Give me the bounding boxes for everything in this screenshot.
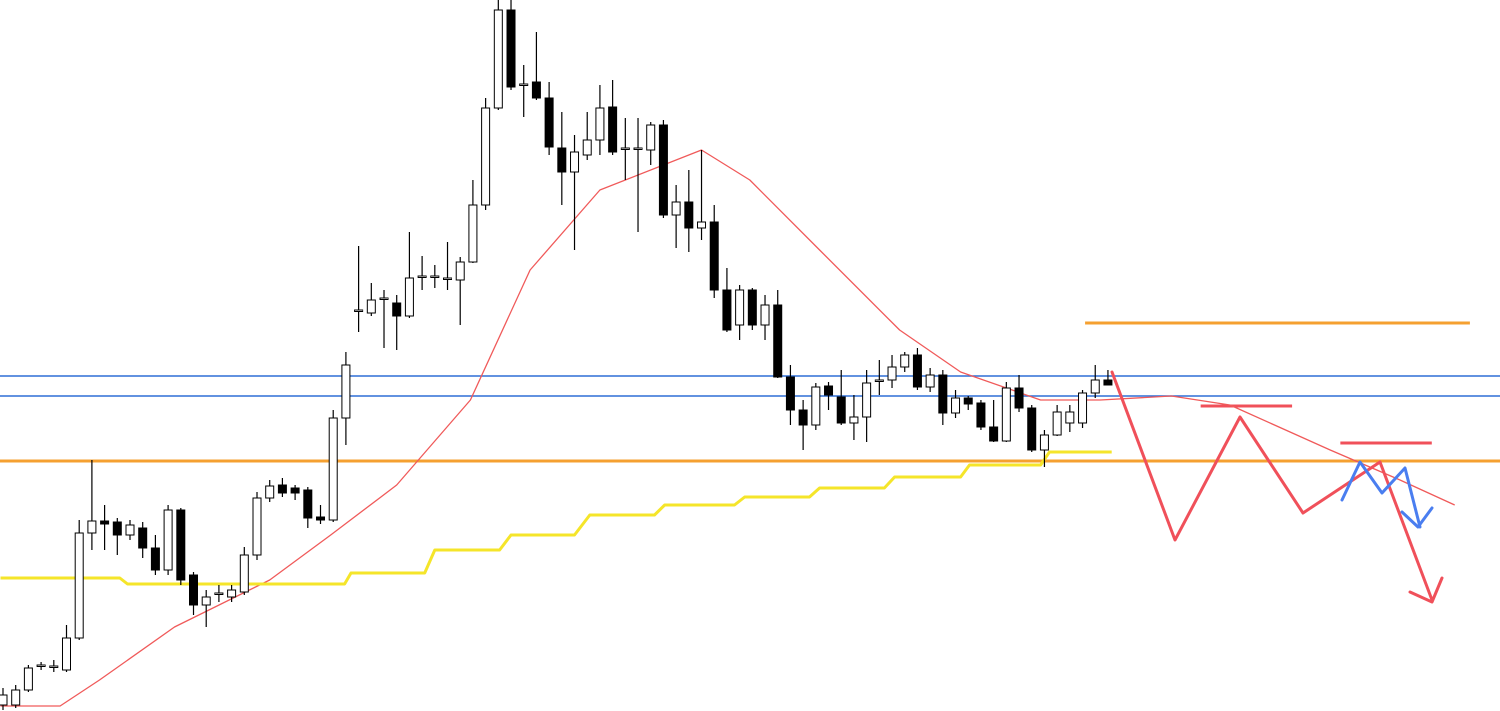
- candle-body: [900, 354, 910, 368]
- candle-body: [862, 382, 872, 418]
- candle-body: [430, 275, 440, 278]
- candle-body: [989, 426, 999, 442]
- candle-body: [252, 497, 262, 556]
- candle-body: [49, 665, 59, 668]
- candle-body: [1078, 392, 1088, 424]
- candle-body: [379, 297, 389, 300]
- candle-body: [531, 81, 541, 99]
- candle-body: [417, 275, 427, 278]
- candle-body: [366, 299, 376, 314]
- candle-body: [671, 201, 681, 216]
- candle-body: [493, 9, 503, 109]
- candle-body: [684, 201, 694, 229]
- candle-body: [887, 366, 897, 381]
- candle-body: [544, 97, 554, 148]
- candle-body: [1090, 379, 1100, 394]
- overlay-line: [0, 149, 1455, 707]
- candle-body: [785, 376, 795, 411]
- candle-body: [303, 489, 313, 519]
- candle-body: [824, 385, 834, 396]
- candle-body: [1103, 379, 1113, 386]
- overlay-line: [0, 450, 1112, 586]
- candle-body: [176, 509, 186, 581]
- candle-body: [608, 106, 618, 153]
- projection-detail: [1340, 460, 1422, 529]
- candle-body: [773, 304, 783, 378]
- candle-body: [354, 309, 364, 312]
- candle-body: [925, 374, 935, 388]
- candle-body: [328, 417, 338, 521]
- candle-body: [874, 379, 884, 382]
- candle-body: [735, 289, 745, 326]
- candle-body: [1001, 387, 1011, 442]
- candle-body: [633, 147, 643, 150]
- candle-body: [836, 396, 846, 424]
- candle-body: [570, 151, 580, 173]
- candle-body: [290, 487, 300, 494]
- candle-body: [963, 397, 973, 405]
- overlays: [0, 149, 1455, 707]
- candle-body: [481, 107, 491, 206]
- candle-body: [697, 221, 707, 229]
- candle-body: [392, 302, 402, 317]
- candle-body: [620, 147, 630, 150]
- candle-body: [455, 261, 465, 281]
- candle-body: [1065, 411, 1075, 424]
- candle-body: [557, 147, 567, 173]
- candle-body: [150, 547, 160, 571]
- candle-body: [23, 667, 33, 691]
- candle-body: [36, 664, 46, 667]
- candle-body: [100, 520, 110, 525]
- projection-arrowhead: [1408, 576, 1444, 604]
- candle-body: [747, 289, 757, 326]
- candle-body: [760, 304, 770, 326]
- candle-body: [189, 574, 199, 606]
- candle-body: [1027, 407, 1037, 451]
- candle-body: [0, 694, 8, 706]
- candle-body: [709, 221, 719, 291]
- candle-body: [277, 484, 287, 494]
- candle-body: [468, 204, 478, 263]
- candles: [0, 0, 1113, 710]
- candle-body: [227, 589, 237, 598]
- candle-body: [1052, 411, 1062, 436]
- candle-body: [239, 554, 249, 593]
- candle-body: [265, 485, 275, 499]
- candle-body: [976, 402, 986, 428]
- candle-body: [506, 9, 516, 88]
- candle-body: [125, 524, 135, 536]
- candle-body: [404, 277, 414, 317]
- levels: [0, 321, 1500, 463]
- candle-body: [595, 107, 605, 141]
- candle-body: [582, 139, 592, 156]
- candle-body: [138, 527, 148, 549]
- candle-body: [112, 521, 122, 536]
- projection-detail-arrowhead: [1400, 506, 1434, 529]
- candle-body: [74, 532, 84, 639]
- candle-body: [61, 637, 71, 671]
- candle-body: [341, 364, 351, 419]
- candle-body: [1014, 387, 1024, 409]
- candle-body: [849, 416, 859, 424]
- candle-body: [201, 596, 211, 606]
- candle-body: [163, 509, 173, 571]
- candle-body: [443, 277, 453, 280]
- candle-body: [798, 409, 808, 426]
- candle-body: [912, 354, 922, 388]
- candle-body: [951, 397, 961, 414]
- candle-body: [811, 386, 821, 426]
- candle-body: [11, 689, 21, 706]
- candle-body: [1039, 434, 1049, 451]
- candle-body: [658, 124, 668, 216]
- candle-body: [722, 289, 732, 331]
- candle-body: [938, 374, 948, 414]
- candle-body: [214, 592, 224, 595]
- candle-body: [87, 520, 97, 534]
- projection: [1110, 370, 1444, 604]
- candle-body: [316, 516, 326, 521]
- candle-body: [519, 83, 529, 86]
- candle-body: [646, 124, 656, 151]
